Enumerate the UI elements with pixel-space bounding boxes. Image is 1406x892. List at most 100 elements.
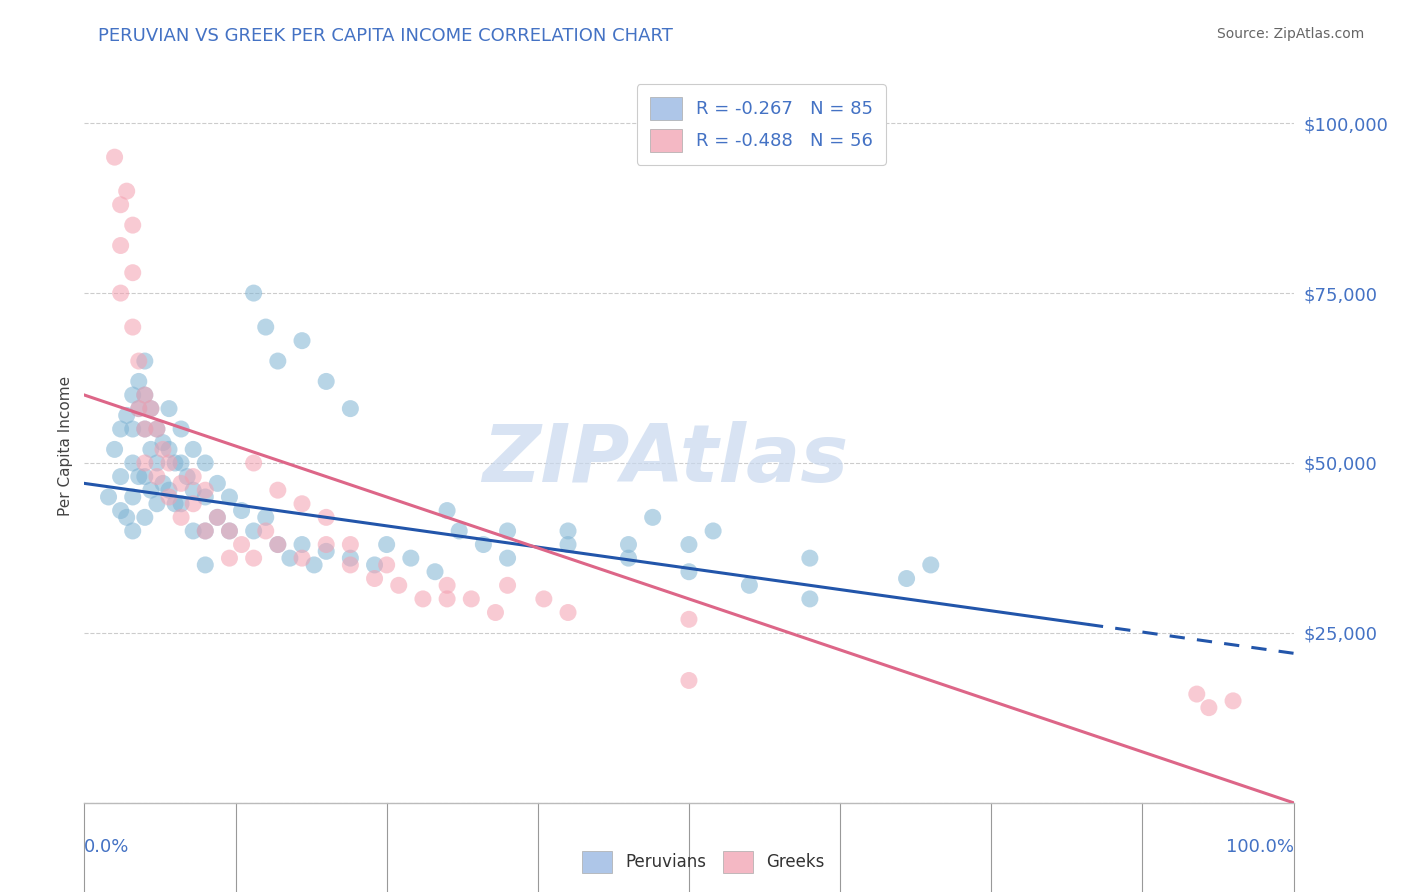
Point (128, 401, 150, 416)
Point (207, 510, 229, 524)
Point (291, 497, 314, 511)
Point (472, 537, 495, 551)
Text: PERUVIAN VS GREEK PER CAPITA INCOME CORRELATION CHART: PERUVIAN VS GREEK PER CAPITA INCOME CORR… (98, 27, 673, 45)
Point (181, 483, 204, 498)
Point (146, 422, 169, 436)
Point (339, 551, 361, 566)
Point (315, 510, 337, 524)
Text: Source: ZipAtlas.com: Source: ZipAtlas.com (1216, 27, 1364, 41)
Point (194, 524, 217, 538)
Point (242, 286, 264, 301)
Point (115, 184, 138, 198)
Point (896, 572, 918, 586)
Point (97, 490, 120, 504)
Point (496, 578, 519, 592)
Point (702, 524, 724, 538)
Point (110, 286, 132, 301)
Point (484, 606, 506, 620)
Point (799, 551, 821, 566)
Point (449, 524, 471, 538)
Point (678, 612, 700, 626)
Point (363, 572, 385, 586)
Point (218, 551, 240, 566)
Point (291, 551, 314, 566)
Point (134, 422, 156, 436)
Point (194, 483, 217, 498)
Point (157, 442, 180, 457)
Point (170, 456, 193, 470)
Point (460, 591, 482, 606)
Point (115, 510, 138, 524)
Point (267, 537, 290, 551)
Point (496, 524, 519, 538)
Point (121, 524, 143, 538)
Point (121, 320, 143, 334)
Point (181, 469, 204, 483)
Point (339, 537, 361, 551)
Point (436, 503, 458, 517)
Point (302, 558, 325, 572)
Point (134, 422, 156, 436)
Point (557, 606, 579, 620)
Point (533, 591, 555, 606)
Point (139, 442, 162, 457)
Point (110, 469, 132, 483)
Point (207, 510, 229, 524)
Point (218, 490, 240, 504)
Point (121, 490, 143, 504)
Point (157, 401, 180, 416)
Point (218, 524, 240, 538)
Point (254, 524, 277, 538)
Point (194, 524, 217, 538)
Point (231, 537, 253, 551)
Point (291, 537, 314, 551)
Point (557, 537, 579, 551)
Point (363, 558, 385, 572)
Point (315, 375, 337, 389)
Point (152, 435, 174, 450)
Point (110, 238, 132, 252)
Point (194, 558, 217, 572)
Point (375, 537, 398, 551)
Point (557, 524, 579, 538)
Point (170, 497, 193, 511)
Point (339, 558, 361, 572)
Point (218, 524, 240, 538)
Y-axis label: Per Capita Income: Per Capita Income (58, 376, 73, 516)
Point (254, 510, 277, 524)
Point (738, 578, 761, 592)
Point (231, 503, 253, 517)
Point (146, 497, 169, 511)
Point (267, 354, 290, 368)
Point (181, 497, 204, 511)
Point (121, 422, 143, 436)
Text: ZIPAtlas: ZIPAtlas (482, 421, 848, 500)
Point (617, 551, 640, 566)
Point (134, 510, 156, 524)
Point (146, 456, 169, 470)
Point (242, 551, 264, 566)
Legend: Peruvians, Greeks: Peruvians, Greeks (575, 845, 831, 880)
Point (139, 483, 162, 498)
Point (291, 334, 314, 348)
Point (315, 537, 337, 551)
Point (678, 673, 700, 688)
Point (128, 469, 150, 483)
Point (121, 218, 143, 232)
Point (157, 483, 180, 498)
Point (375, 558, 398, 572)
Point (388, 578, 411, 592)
Point (110, 198, 132, 212)
Point (181, 524, 204, 538)
Point (799, 591, 821, 606)
Point (1198, 700, 1220, 714)
Point (110, 503, 132, 517)
Point (176, 469, 198, 483)
Point (139, 401, 162, 416)
Point (412, 591, 434, 606)
Point (170, 510, 193, 524)
Point (128, 401, 150, 416)
Point (134, 456, 156, 470)
Point (267, 537, 290, 551)
Point (194, 456, 217, 470)
